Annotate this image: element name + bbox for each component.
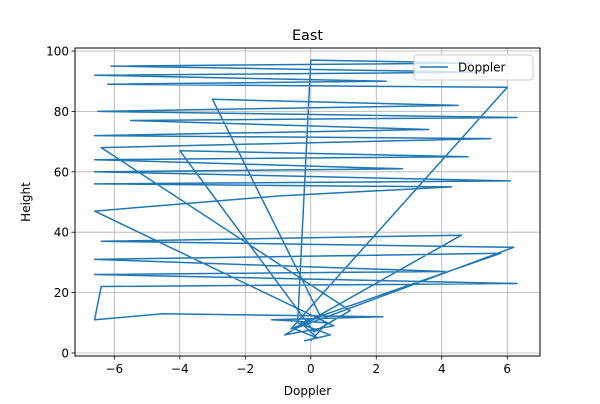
y-tick-label: 40 xyxy=(54,226,69,240)
y-tick-label: 20 xyxy=(54,286,69,300)
y-axis-label: Height xyxy=(19,182,33,222)
series-line-doppler xyxy=(93,59,518,342)
x-axis-label: Doppler xyxy=(284,384,332,398)
x-tick-label: 6 xyxy=(503,362,511,376)
y-tick-label: 80 xyxy=(54,105,69,119)
x-tick-label: −6 xyxy=(105,362,123,376)
x-tick-label: 0 xyxy=(307,362,315,376)
x-tick-label: −4 xyxy=(171,362,189,376)
x-tick-label: −2 xyxy=(236,362,254,376)
chart-title: East xyxy=(292,28,323,44)
y-tick-label: 100 xyxy=(46,45,69,59)
y-tick-label: 60 xyxy=(54,165,69,179)
plot-frame xyxy=(74,47,541,357)
legend-label: Doppler xyxy=(458,61,506,75)
legend-box xyxy=(413,54,534,81)
y-tick-label: 0 xyxy=(61,346,69,360)
y-axis: 0 20 40 60 80 100 xyxy=(46,45,75,360)
x-tick-label: 2 xyxy=(372,362,380,376)
series-layer xyxy=(93,59,518,342)
x-tick-label: 4 xyxy=(438,362,446,376)
x-axis: −6 −4 −2 0 2 4 6 xyxy=(105,356,511,376)
legend: Doppler xyxy=(413,54,534,81)
